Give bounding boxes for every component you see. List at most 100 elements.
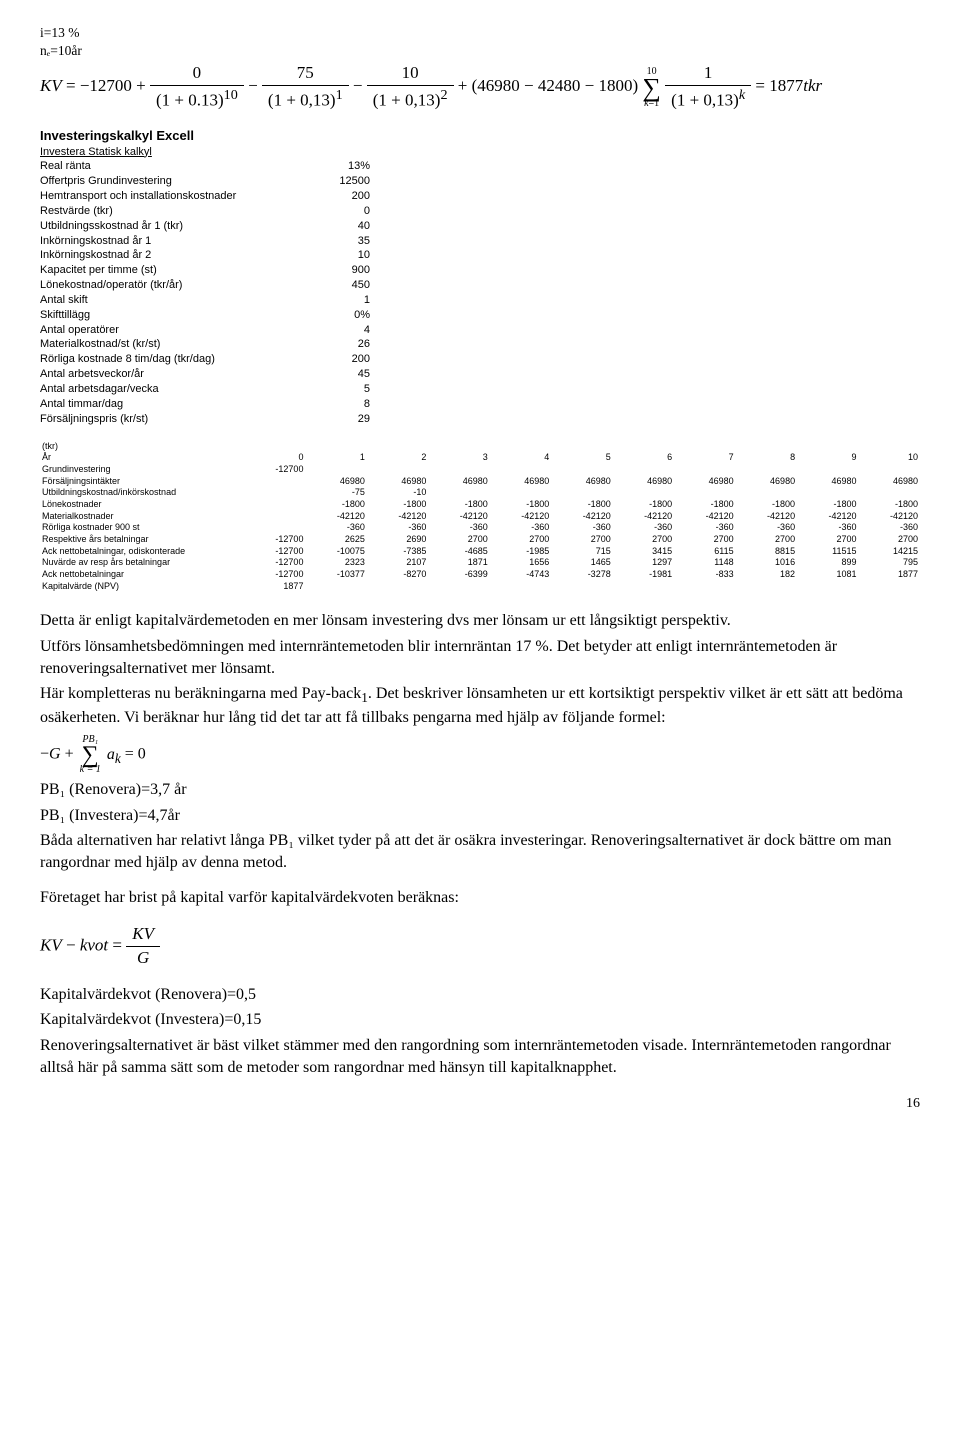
cashflow-cell: -1981: [613, 569, 674, 581]
cashflow-cell: -10: [367, 487, 428, 499]
cashflow-cell: -4685: [428, 546, 489, 558]
cashflow-cell: 46980: [674, 476, 735, 488]
cashflow-cell: 715: [551, 546, 612, 558]
cashflow-cell: -360: [736, 522, 797, 534]
cashflow-cell: -360: [367, 522, 428, 534]
body-p3: Här kompletteras nu beräkningarna med Pa…: [40, 683, 920, 729]
cashflow-cell: -1800: [797, 499, 858, 511]
input-value: 200: [300, 352, 370, 367]
cashflow-row-label: Ack nettobetalningar, odiskonterade: [40, 546, 244, 558]
input-value: 0%: [300, 308, 370, 323]
cashflow-row-label: Ack nettobetalningar: [40, 569, 244, 581]
cashflow-cell: [859, 581, 920, 593]
cashflow-cell: -42120: [736, 511, 797, 523]
cashflow-cell: 2700: [613, 534, 674, 546]
cashflow-cell: 46980: [859, 476, 920, 488]
cashflow-cell: [797, 464, 858, 476]
input-value: 1: [300, 293, 370, 308]
kv-formula: KV = −12700 + 0 (1 + 0.13)10 − 75 (1 + 0…: [40, 62, 920, 113]
input-value: 29: [300, 412, 370, 427]
cashflow-cell: 1297: [613, 557, 674, 569]
cashflow-cell: 1148: [674, 557, 735, 569]
year-header: 5: [551, 452, 612, 464]
input-table: Real ränta13%Offertpris Grundinvestering…: [40, 159, 370, 426]
cashflow-cell: -12700: [244, 546, 305, 558]
year-header: 4: [490, 452, 551, 464]
cashflow-cell: -833: [674, 569, 735, 581]
cashflow-cell: -1985: [490, 546, 551, 558]
cashflow-cell: -360: [551, 522, 612, 534]
page-number: 16: [906, 1095, 920, 1114]
cashflow-cell: [859, 464, 920, 476]
cashflow-cell: 6115: [674, 546, 735, 558]
cashflow-row-label: Nuvärde av resp års betalningar: [40, 557, 244, 569]
cashflow-cell: [490, 464, 551, 476]
cashflow-row-label: Kapitalvärde (NPV): [40, 581, 244, 593]
input-value: 45: [300, 367, 370, 382]
cashflow-row-label: Materialkostnader: [40, 511, 244, 523]
cashflow-cell: 2323: [305, 557, 366, 569]
input-label: Försäljningspris (kr/st): [40, 412, 300, 427]
cashflow-cell: -12700: [244, 534, 305, 546]
cashflow-cell: [244, 499, 305, 511]
cashflow-cell: -1800: [367, 499, 428, 511]
year-header: 7: [674, 452, 735, 464]
cashflow-cell: 2700: [797, 534, 858, 546]
input-label: Kapacitet per timme (st): [40, 263, 300, 278]
cashflow-cell: [244, 476, 305, 488]
cashflow-cell: 2700: [551, 534, 612, 546]
cashflow-cell: [674, 464, 735, 476]
cashflow-cell: -360: [674, 522, 735, 534]
input-label: Antal arbetsdagar/vecka: [40, 382, 300, 397]
cashflow-cell: 8815: [736, 546, 797, 558]
cashflow-cell: -4743: [490, 569, 551, 581]
cashflow-cell: -42120: [674, 511, 735, 523]
cashflow-cell: [674, 487, 735, 499]
cashflow-cell: [613, 581, 674, 593]
cashflow-cell: 2700: [859, 534, 920, 546]
cashflow-cell: 182: [736, 569, 797, 581]
cashflow-cell: -360: [613, 522, 674, 534]
cashflow-cell: 2700: [674, 534, 735, 546]
input-label: Restvärde (tkr): [40, 204, 300, 219]
cashflow-cell: 46980: [736, 476, 797, 488]
cashflow-cell: -42120: [613, 511, 674, 523]
input-value: 5: [300, 382, 370, 397]
cashflow-cell: -360: [797, 522, 858, 534]
cashflow-cell: 2690: [367, 534, 428, 546]
cashflow-cell: 46980: [305, 476, 366, 488]
cashflow-cell: -360: [305, 522, 366, 534]
cashflow-cell: -42120: [859, 511, 920, 523]
cashflow-cell: 46980: [797, 476, 858, 488]
cashflow-cell: 2625: [305, 534, 366, 546]
cashflow-cell: 1877: [244, 581, 305, 593]
cashflow-cell: 2700: [428, 534, 489, 546]
cashflow-row-label: Försäljningsintäkter: [40, 476, 244, 488]
input-label: Hemtransport och installationskostnader: [40, 189, 300, 204]
cashflow-cell: -1800: [736, 499, 797, 511]
body-p5: Företaget har brist på kapital varför ka…: [40, 887, 920, 909]
cashflow-cell: -1800: [490, 499, 551, 511]
kv-renovera: Kapitalvärdekvot (Renovera)=0,5: [40, 984, 920, 1006]
cashflow-cell: 14215: [859, 546, 920, 558]
year-header: 9: [797, 452, 858, 464]
input-label: Inkörningskostnad år 1: [40, 234, 300, 249]
cashflow-cell: -42120: [305, 511, 366, 523]
cashflow-cell: -360: [490, 522, 551, 534]
cashflow-cell: [551, 487, 612, 499]
input-label: Inkörningskostnad år 2: [40, 248, 300, 263]
cashflow-cell: [367, 581, 428, 593]
cashflow-row-label: Grundinvestering: [40, 464, 244, 476]
cashflow-cell: -12700: [244, 569, 305, 581]
cashflow-cell: -7385: [367, 546, 428, 558]
cashflow-cell: -360: [859, 522, 920, 534]
input-label: Real ränta: [40, 159, 300, 174]
cashflow-cell: -12700: [244, 557, 305, 569]
cashflow-cell: [797, 487, 858, 499]
cashflow-cell: [674, 581, 735, 593]
year-header: 3: [428, 452, 489, 464]
cashflow-cell: -42120: [367, 511, 428, 523]
body-p1: Detta är enligt kapitalvärdemetoden en m…: [40, 610, 920, 632]
cashflow-cell: -10377: [305, 569, 366, 581]
cashflow-cell: 11515: [797, 546, 858, 558]
